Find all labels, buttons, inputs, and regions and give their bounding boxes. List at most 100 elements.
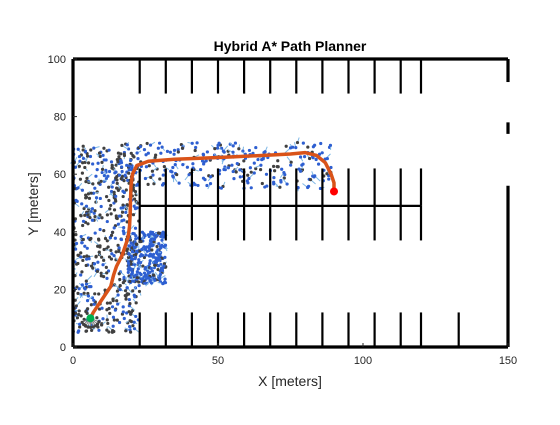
explored-node	[107, 245, 110, 248]
explored-node	[115, 216, 118, 219]
explored-node	[89, 148, 92, 151]
explored-node	[249, 166, 252, 169]
explored-node	[138, 272, 141, 275]
explored-node	[132, 155, 135, 158]
explored-node	[114, 170, 117, 173]
explored-node	[79, 255, 82, 258]
explored-node	[117, 155, 120, 158]
x-tick-label: 100	[354, 355, 372, 367]
explored-node	[84, 287, 87, 290]
explored-node	[97, 292, 100, 295]
explored-node	[84, 193, 87, 196]
explored-node	[246, 174, 249, 177]
explored-node	[141, 277, 144, 280]
explored-node	[278, 186, 281, 189]
explored-node	[120, 165, 123, 168]
explored-node	[105, 158, 108, 161]
explored-node	[313, 174, 316, 177]
explored-node	[78, 309, 81, 312]
explored-node	[110, 234, 113, 237]
explored-node	[124, 211, 127, 214]
explored-node	[162, 174, 165, 177]
explored-node	[110, 252, 113, 255]
explored-node	[102, 229, 105, 232]
explored-node	[262, 157, 265, 160]
explored-node	[125, 164, 128, 167]
explored-node	[93, 209, 96, 212]
explored-node	[109, 204, 112, 207]
explored-node	[151, 170, 154, 173]
explored-node	[175, 173, 178, 176]
explored-node	[172, 175, 175, 178]
explored-node	[135, 151, 138, 154]
explored-node	[131, 250, 134, 253]
explored-node	[174, 163, 177, 166]
explored-node	[99, 155, 102, 158]
explored-node	[75, 304, 78, 307]
explored-node	[112, 316, 115, 319]
explored-node	[247, 177, 250, 180]
explored-node	[109, 249, 112, 252]
explored-node	[122, 310, 125, 313]
explored-node	[280, 168, 283, 171]
explored-node	[118, 246, 121, 249]
explored-node	[85, 329, 88, 332]
explored-node	[106, 213, 109, 216]
explored-node	[100, 205, 103, 208]
explored-node	[76, 262, 79, 265]
explored-node	[91, 266, 94, 269]
explored-node	[114, 237, 117, 240]
explored-node	[74, 233, 77, 236]
explored-node	[107, 149, 110, 152]
y-tick-label: 0	[60, 342, 66, 354]
explored-node	[116, 290, 119, 293]
explored-node	[128, 164, 131, 167]
explored-node	[133, 246, 136, 249]
explored-node	[115, 250, 118, 253]
explored-node	[108, 207, 111, 210]
explored-node	[110, 212, 113, 215]
explored-node	[105, 277, 108, 280]
explored-node	[78, 160, 81, 163]
explored-node	[124, 294, 127, 297]
explored-node	[101, 263, 104, 266]
explored-node	[129, 319, 132, 322]
explored-node	[147, 276, 150, 279]
explored-node	[135, 242, 138, 245]
explored-node	[227, 166, 230, 169]
explored-node	[127, 172, 130, 175]
explored-node	[117, 223, 120, 226]
explored-node	[238, 168, 241, 171]
explored-node	[154, 156, 157, 159]
explored-node	[313, 144, 316, 147]
explored-node	[97, 237, 100, 240]
explored-node	[128, 325, 131, 328]
explored-node	[146, 142, 149, 145]
explored-node	[80, 270, 83, 273]
explored-node	[101, 154, 104, 157]
explored-node	[123, 317, 126, 320]
explored-node	[159, 152, 162, 155]
explored-node	[148, 279, 151, 282]
explored-node	[134, 227, 137, 230]
explored-node	[289, 164, 292, 167]
explored-node	[326, 157, 329, 160]
explored-node	[84, 180, 87, 183]
explored-node	[164, 281, 167, 284]
explored-node	[113, 318, 116, 321]
explored-node	[90, 192, 93, 195]
explored-node	[82, 255, 85, 258]
explored-node	[91, 182, 94, 185]
explored-node	[222, 168, 225, 171]
x-tick-label: 150	[499, 355, 517, 367]
explored-node	[83, 292, 86, 295]
explored-node	[103, 174, 106, 177]
explored-node	[112, 325, 115, 328]
explored-node	[81, 172, 84, 175]
explored-node	[147, 152, 150, 155]
explored-node	[93, 187, 96, 190]
explored-node	[122, 231, 125, 234]
explored-node	[122, 305, 125, 308]
explored-node	[76, 292, 79, 295]
